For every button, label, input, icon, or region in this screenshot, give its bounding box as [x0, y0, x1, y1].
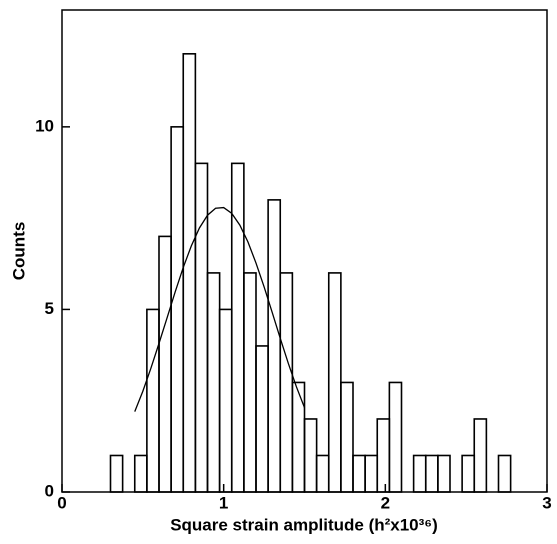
y-tick-label: 10: [35, 116, 54, 135]
fit-curve: [134, 206, 306, 412]
histogram-bar: [279, 272, 294, 493]
histogram-bar: [376, 418, 391, 493]
histogram-bar: [291, 381, 306, 493]
x-tick-label: 2: [381, 493, 390, 512]
histogram-bar: [424, 454, 439, 493]
histogram-bar: [364, 454, 379, 493]
x-tick-label: 1: [219, 493, 228, 512]
y-axis-label: Counts: [9, 222, 28, 281]
x-tick-label: 0: [57, 493, 66, 512]
histogram-bar: [461, 454, 476, 493]
histogram-bar: [182, 53, 197, 493]
histogram-bar: [388, 381, 403, 493]
histogram-bar: [303, 418, 318, 493]
histogram-bar: [267, 199, 282, 493]
y-tick-label: 0: [45, 481, 54, 500]
histogram-bar: [412, 454, 427, 493]
histogram-bar: [315, 454, 330, 493]
histogram-bar: [146, 308, 160, 493]
histogram-bar: [340, 381, 354, 493]
histogram-bar: [255, 345, 269, 493]
histogram-bar: [327, 272, 342, 493]
histogram-bar: [497, 454, 512, 493]
histogram-bar: [133, 454, 148, 493]
histogram-bar: [352, 454, 366, 493]
histogram-bar: [194, 162, 209, 493]
histogram-bar: [109, 454, 124, 493]
histogram-bar: [230, 162, 245, 493]
histogram-bar: [473, 418, 488, 493]
histogram-bar: [218, 308, 233, 493]
y-tick-label: 5: [45, 299, 54, 318]
histogram-bar: [158, 235, 172, 493]
histogram-bar: [170, 126, 185, 493]
x-tick-label: 3: [542, 493, 551, 512]
histogram-bar: [243, 272, 257, 493]
histogram-bar: [437, 454, 451, 493]
x-axis-label: Square strain amplitude (h²x10³⁶): [170, 515, 438, 534]
histogram-bar: [206, 272, 221, 493]
